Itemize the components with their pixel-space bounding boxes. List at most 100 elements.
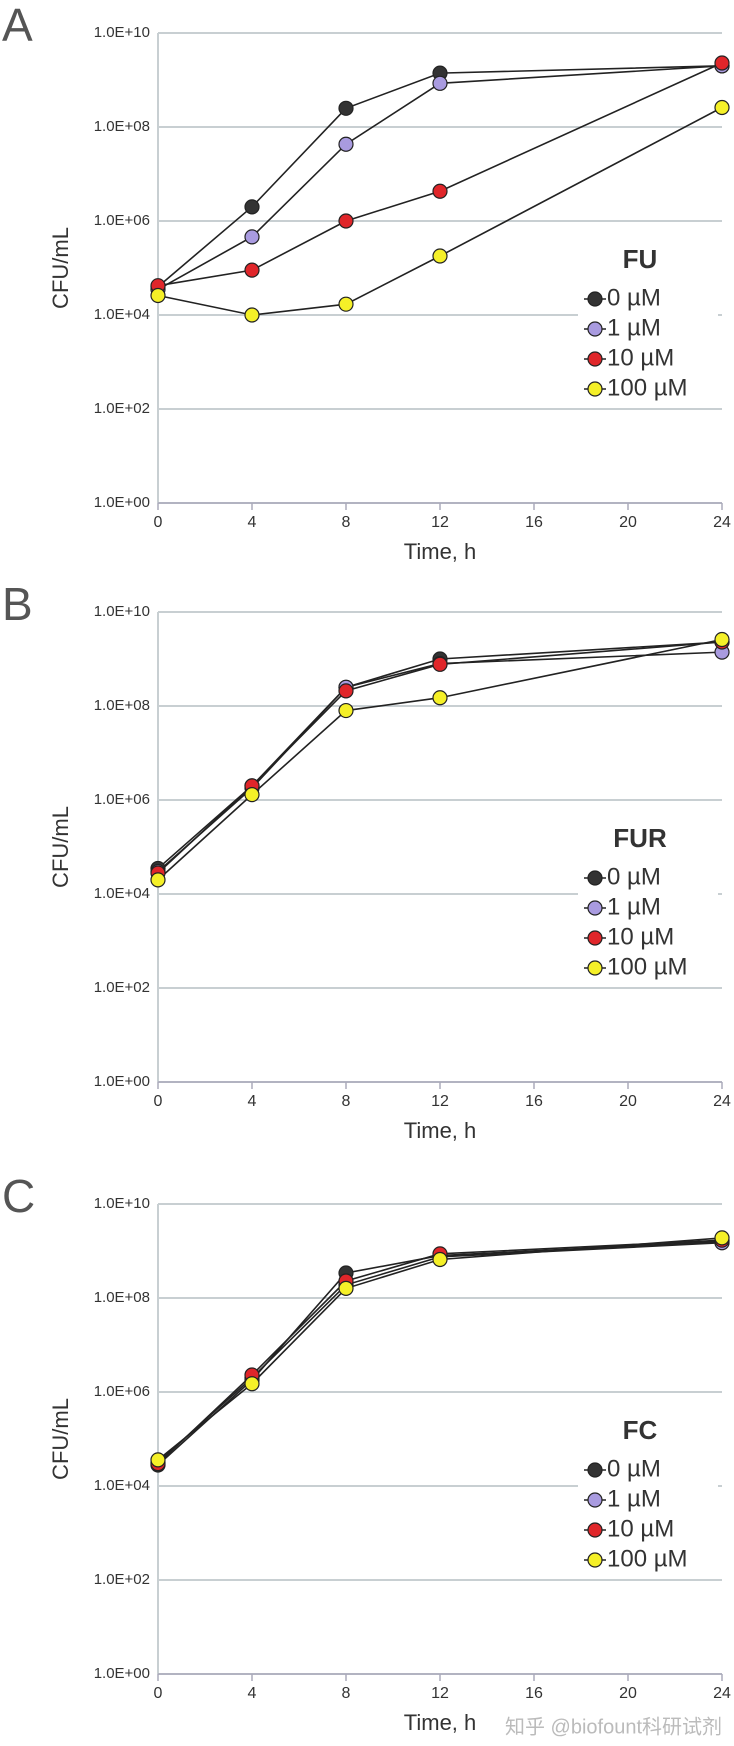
legend-label: 10 µM	[607, 344, 674, 371]
data-point	[338, 683, 354, 699]
data-point	[338, 296, 354, 312]
data-point	[244, 787, 260, 803]
legend-background	[578, 818, 718, 986]
y-tick-label: 1.0E+10	[94, 603, 150, 620]
x-tick-label: 16	[525, 1685, 543, 1702]
data-point	[714, 631, 730, 648]
data-point	[432, 1251, 448, 1268]
legend-label: 100 µM	[607, 953, 688, 980]
data-point	[244, 199, 260, 215]
legend-marker	[587, 930, 603, 946]
legend-title: FU	[623, 244, 658, 274]
y-axis-title: CFU/mL	[48, 806, 73, 888]
x-tick-label: 0	[154, 514, 163, 531]
legend-marker	[587, 1552, 603, 1568]
legend-marker	[587, 870, 603, 886]
x-tick-label: 8	[342, 1093, 351, 1110]
x-tick-label: 12	[431, 514, 449, 531]
legend-label: 0 µM	[607, 284, 661, 311]
x-axis-title: Time, h	[404, 1710, 477, 1735]
y-tick-label: 1.0E+02	[94, 979, 150, 996]
x-tick-label: 12	[431, 1685, 449, 1702]
x-tick-label: 20	[619, 514, 637, 531]
legend-marker	[587, 960, 603, 976]
data-point	[150, 287, 166, 304]
data-point	[432, 690, 448, 706]
y-tick-label: 1.0E+00	[94, 1665, 150, 1682]
data-point	[338, 213, 354, 229]
legend-label: 1 µM	[607, 314, 661, 341]
legend-label: 1 µM	[607, 1485, 661, 1512]
data-point	[244, 229, 260, 245]
x-tick-label: 20	[619, 1093, 637, 1110]
y-tick-label: 1.0E+10	[94, 24, 150, 41]
legend-marker	[587, 1492, 603, 1508]
legend-marker	[587, 900, 603, 916]
y-tick-label: 1.0E+08	[94, 118, 150, 135]
y-tick-label: 1.0E+00	[94, 494, 150, 511]
legend-background	[578, 1410, 718, 1578]
y-tick-label: 1.0E+08	[94, 1289, 150, 1306]
data-point	[432, 248, 448, 264]
x-tick-label: 20	[619, 1685, 637, 1702]
y-tick-label: 1.0E+04	[94, 1477, 150, 1494]
y-tick-label: 1.0E+02	[94, 400, 150, 417]
legend-label: 100 µM	[607, 374, 688, 401]
legend-marker	[587, 1522, 603, 1538]
x-tick-label: 24	[713, 1093, 731, 1110]
y-axis-title: CFU/mL	[48, 227, 73, 309]
legend-background	[578, 239, 718, 407]
legend-label: 100 µM	[607, 1545, 688, 1572]
legend-marker	[587, 1462, 603, 1478]
x-tick-label: 8	[342, 1685, 351, 1702]
x-tick-label: 8	[342, 514, 351, 531]
x-tick-label: 16	[525, 1093, 543, 1110]
data-point	[244, 262, 260, 278]
x-tick-label: 24	[713, 1685, 731, 1702]
legend-label: 0 µM	[607, 863, 661, 890]
x-tick-label: 24	[713, 514, 731, 531]
panel-label: B	[2, 578, 33, 630]
data-point	[150, 872, 166, 888]
legend-label: 1 µM	[607, 893, 661, 920]
y-tick-label: 1.0E+06	[94, 1383, 150, 1400]
x-tick-label: 4	[248, 514, 257, 531]
panel-label: C	[2, 1170, 35, 1222]
data-point	[714, 1230, 730, 1246]
legend-title: FC	[623, 1415, 658, 1445]
y-tick-label: 1.0E+02	[94, 1571, 150, 1588]
legend-title: FUR	[613, 823, 667, 853]
data-point	[244, 1376, 260, 1392]
y-tick-label: 1.0E+00	[94, 1073, 150, 1090]
data-point	[338, 1280, 354, 1297]
y-tick-label: 1.0E+08	[94, 697, 150, 714]
y-tick-label: 1.0E+06	[94, 212, 150, 229]
data-point	[338, 100, 354, 116]
x-tick-label: 16	[525, 514, 543, 531]
legend-label: 0 µM	[607, 1455, 661, 1482]
x-tick-label: 0	[154, 1685, 163, 1702]
x-tick-label: 4	[248, 1093, 257, 1110]
y-axis-title: CFU/mL	[48, 1398, 73, 1480]
data-point	[432, 183, 448, 199]
watermark: 知乎 @biofount科研试剂	[505, 1715, 722, 1738]
x-axis-title: Time, h	[404, 1118, 477, 1143]
panel-label: A	[2, 0, 33, 51]
data-point	[714, 99, 730, 116]
y-tick-label: 1.0E+04	[94, 306, 150, 323]
x-tick-label: 0	[154, 1093, 163, 1110]
legend-label: 10 µM	[607, 923, 674, 950]
data-point	[432, 75, 448, 91]
legend-label: 10 µM	[607, 1515, 674, 1542]
data-point	[338, 702, 354, 719]
legend-marker	[587, 321, 603, 337]
x-axis-title: Time, h	[404, 539, 477, 564]
y-tick-label: 1.0E+04	[94, 885, 150, 902]
data-point	[432, 656, 448, 672]
data-point	[338, 136, 354, 152]
legend-marker	[587, 291, 603, 307]
data-point	[714, 55, 730, 71]
legend-marker	[587, 351, 603, 367]
y-tick-label: 1.0E+10	[94, 1195, 150, 1212]
x-tick-label: 4	[248, 1685, 257, 1702]
